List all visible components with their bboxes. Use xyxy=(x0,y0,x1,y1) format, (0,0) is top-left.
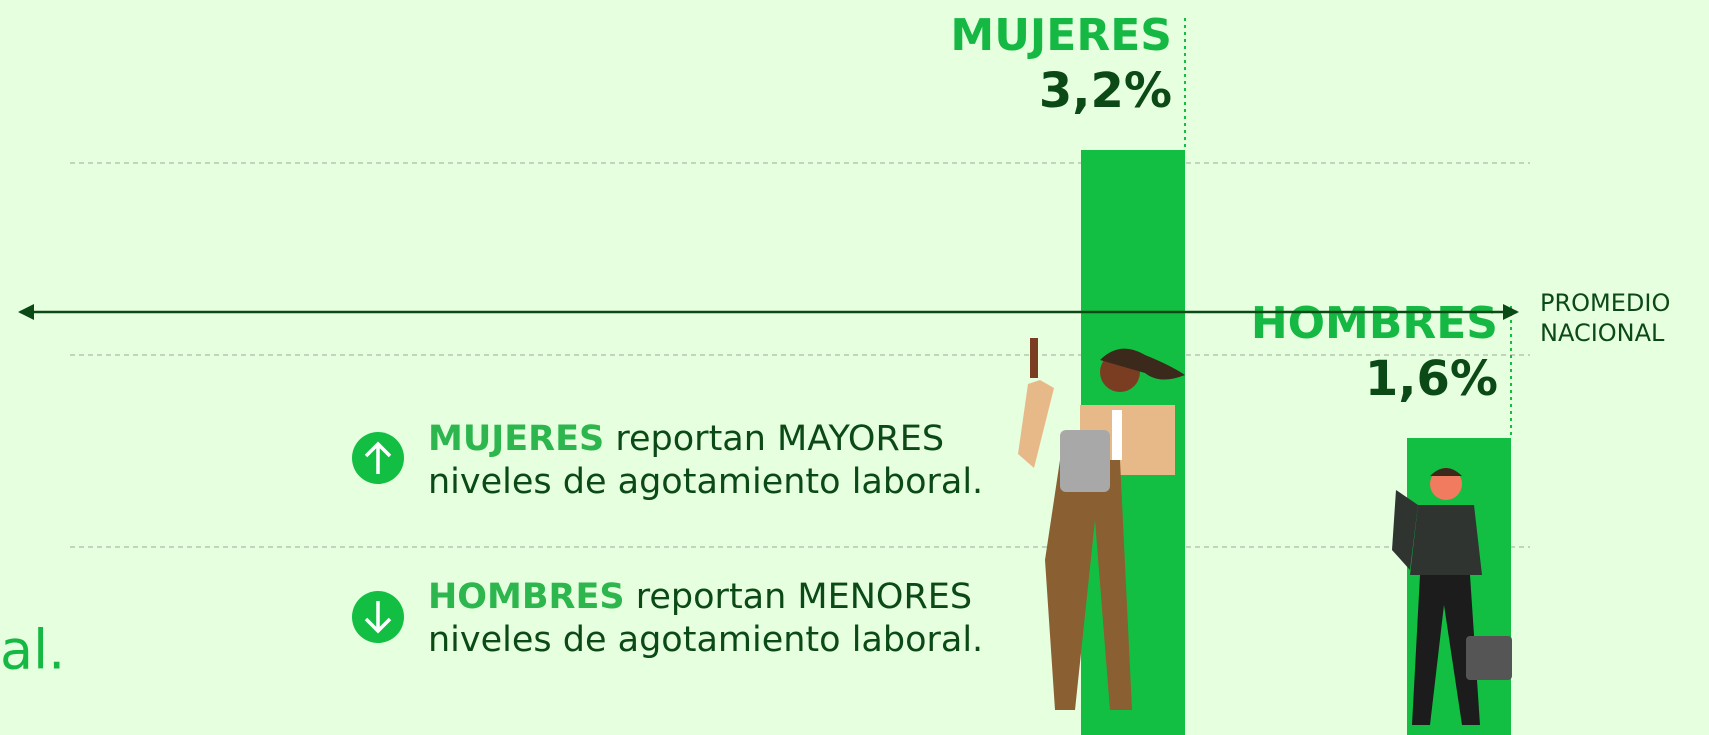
note-icon xyxy=(352,591,404,643)
value-label: 1,6% xyxy=(1365,351,1498,407)
note-line: HOMBRES reportan MENORES xyxy=(428,577,972,617)
note-text: reportan MAYORES xyxy=(615,419,944,459)
reference-label: PROMEDIO NACIONAL xyxy=(1540,289,1670,347)
note-line: niveles de agotamiento laboral. xyxy=(428,620,983,660)
category-label: HOMBRES xyxy=(1251,298,1498,349)
category-label: MUJERES xyxy=(950,10,1172,61)
text-fragment: al. xyxy=(0,619,65,682)
note-line: MUJERES reportan MAYORES xyxy=(428,419,944,459)
value-label: 3,2% xyxy=(1039,63,1172,119)
note-icon xyxy=(352,432,404,484)
woman-figure xyxy=(1018,338,1185,710)
note-text: reportan MENORES xyxy=(636,577,972,617)
man-figure xyxy=(1392,468,1512,725)
reference-label-line: NACIONAL xyxy=(1540,319,1665,347)
reference-label-line: PROMEDIO xyxy=(1540,289,1670,317)
note-highlight: HOMBRES xyxy=(428,577,625,617)
note-line: niveles de agotamiento laboral. xyxy=(428,462,983,502)
note-highlight: MUJERES xyxy=(428,419,604,459)
